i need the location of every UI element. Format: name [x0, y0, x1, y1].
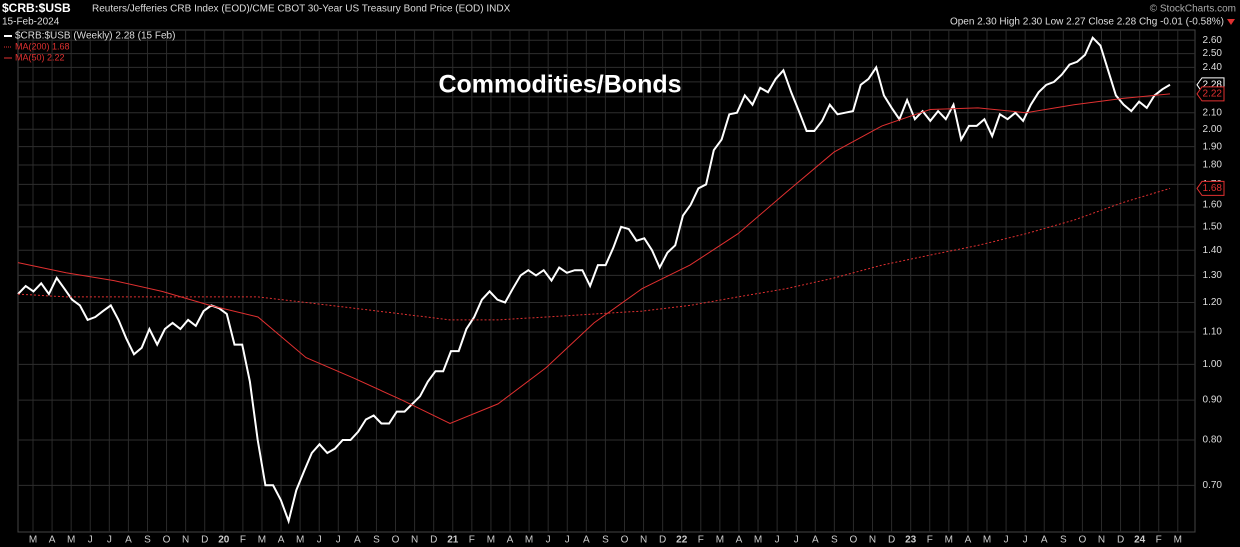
x-tick-label: N — [640, 535, 647, 546]
x-tick-label: S — [1060, 535, 1067, 546]
x-tick-label: M — [258, 535, 266, 546]
credit: © StockCharts.com — [1150, 4, 1236, 15]
x-tick-label: 21 — [447, 535, 459, 546]
y-tick-label: 0.70 — [1203, 480, 1223, 491]
x-tick-label: A — [583, 535, 590, 546]
y-tick-label: 2.10 — [1203, 107, 1223, 118]
y-tick-label: 1.20 — [1203, 297, 1223, 308]
x-tick-label: A — [736, 535, 743, 546]
y-tick-label: 2.50 — [1203, 48, 1223, 59]
x-tick-label: O — [621, 535, 629, 546]
x-tick-label: O — [1079, 535, 1087, 546]
x-tick-label: S — [831, 535, 838, 546]
x-tick-label: F — [469, 535, 475, 546]
y-tick-label: 1.40 — [1203, 245, 1223, 256]
series-line — [17, 35, 1171, 525]
legend-label: MA(200) 1.68 — [15, 41, 70, 51]
x-tick-label: 24 — [1134, 535, 1146, 546]
plot-frame — [17, 29, 1196, 533]
x-tick-label: A — [812, 535, 819, 546]
x-tick-label: N — [182, 535, 189, 546]
symbol: $CRB:$USB — [2, 1, 71, 15]
x-tick-label: F — [1156, 535, 1162, 546]
x-tick-label: J — [107, 535, 112, 546]
legend-label: $CRB:$USB (Weekly) 2.28 (15 Feb) — [15, 31, 175, 42]
x-tick-label: S — [602, 535, 609, 546]
y-tick-label: 2.00 — [1203, 124, 1223, 135]
series-line — [17, 187, 1171, 321]
series-line — [17, 93, 1171, 425]
x-tick-label: M — [1174, 535, 1182, 546]
x-tick-label: N — [869, 535, 876, 546]
y-tick-label: 1.30 — [1203, 270, 1223, 281]
y-tick-label: 0.80 — [1203, 435, 1223, 446]
value-tag — [1196, 180, 1225, 196]
legend-label: MA(50) 2.22 — [15, 52, 65, 62]
x-tick-label: M — [67, 535, 75, 546]
x-tick-label: O — [850, 535, 858, 546]
x-tick-label: M — [29, 535, 37, 546]
y-tick-label: 2.60 — [1203, 35, 1223, 46]
y-tick-label: 1.00 — [1203, 359, 1223, 370]
x-tick-label: F — [240, 535, 246, 546]
x-tick-label: A — [354, 535, 361, 546]
x-tick-label: M — [983, 535, 991, 546]
x-tick-label: D — [201, 535, 208, 546]
x-tick-label: O — [392, 535, 400, 546]
x-tick-label: A — [1041, 535, 1048, 546]
x-tick-label: M — [716, 535, 724, 546]
y-tick-label: 1.80 — [1203, 160, 1223, 171]
x-tick-label: M — [754, 535, 762, 546]
value-tag-label: 2.28 — [1203, 79, 1223, 90]
x-tick-label: J — [794, 535, 799, 546]
chart-title: Commodities/Bonds — [438, 71, 681, 99]
down-arrow — [1227, 19, 1235, 25]
y-tick-label: 1.50 — [1203, 221, 1223, 232]
x-tick-label: J — [546, 535, 551, 546]
x-tick-label: D — [888, 535, 895, 546]
y-tick-label: 1.10 — [1203, 327, 1223, 338]
x-tick-label: J — [1023, 535, 1028, 546]
x-tick-label: O — [163, 535, 171, 546]
description: Reuters/Jefferies CRB Index (EOD)/CME CB… — [92, 4, 511, 15]
x-tick-label: A — [125, 535, 132, 546]
x-tick-label: J — [775, 535, 780, 546]
x-tick-label: S — [144, 535, 151, 546]
x-tick-label: J — [336, 535, 341, 546]
quote: Open 2.30 High 2.30 Low 2.27 Close 2.28 … — [950, 17, 1224, 28]
y-tick-label: 0.90 — [1203, 395, 1223, 406]
x-tick-label: S — [373, 535, 380, 546]
x-tick-label: M — [487, 535, 495, 546]
x-tick-label: N — [1098, 535, 1105, 546]
x-tick-label: J — [317, 535, 322, 546]
y-tick-label: 1.90 — [1203, 141, 1223, 152]
x-tick-label: J — [565, 535, 570, 546]
x-tick-label: D — [430, 535, 437, 546]
x-tick-label: F — [698, 535, 704, 546]
x-tick-label: D — [1117, 535, 1124, 546]
x-tick-label: J — [1004, 535, 1009, 546]
x-tick-label: 23 — [905, 535, 917, 546]
x-tick-label: 20 — [218, 535, 230, 546]
date: 15-Feb-2024 — [2, 17, 60, 28]
x-tick-label: D — [659, 535, 666, 546]
x-tick-label: F — [927, 535, 933, 546]
x-tick-label: A — [278, 535, 285, 546]
value-tag-label: 2.22 — [1203, 89, 1223, 100]
x-tick-label: A — [965, 535, 972, 546]
x-tick-label: A — [507, 535, 514, 546]
y-tick-label: 1.60 — [1203, 200, 1223, 211]
x-tick-label: N — [411, 535, 418, 546]
x-tick-label: M — [296, 535, 304, 546]
x-tick-label: J — [88, 535, 93, 546]
value-tag-label: 1.68 — [1203, 183, 1223, 194]
x-tick-label: M — [525, 535, 533, 546]
y-tick-label: 2.40 — [1203, 62, 1223, 73]
x-tick-label: M — [945, 535, 953, 546]
value-tag — [1196, 86, 1225, 102]
x-tick-label: 22 — [676, 535, 688, 546]
x-tick-label: A — [49, 535, 56, 546]
